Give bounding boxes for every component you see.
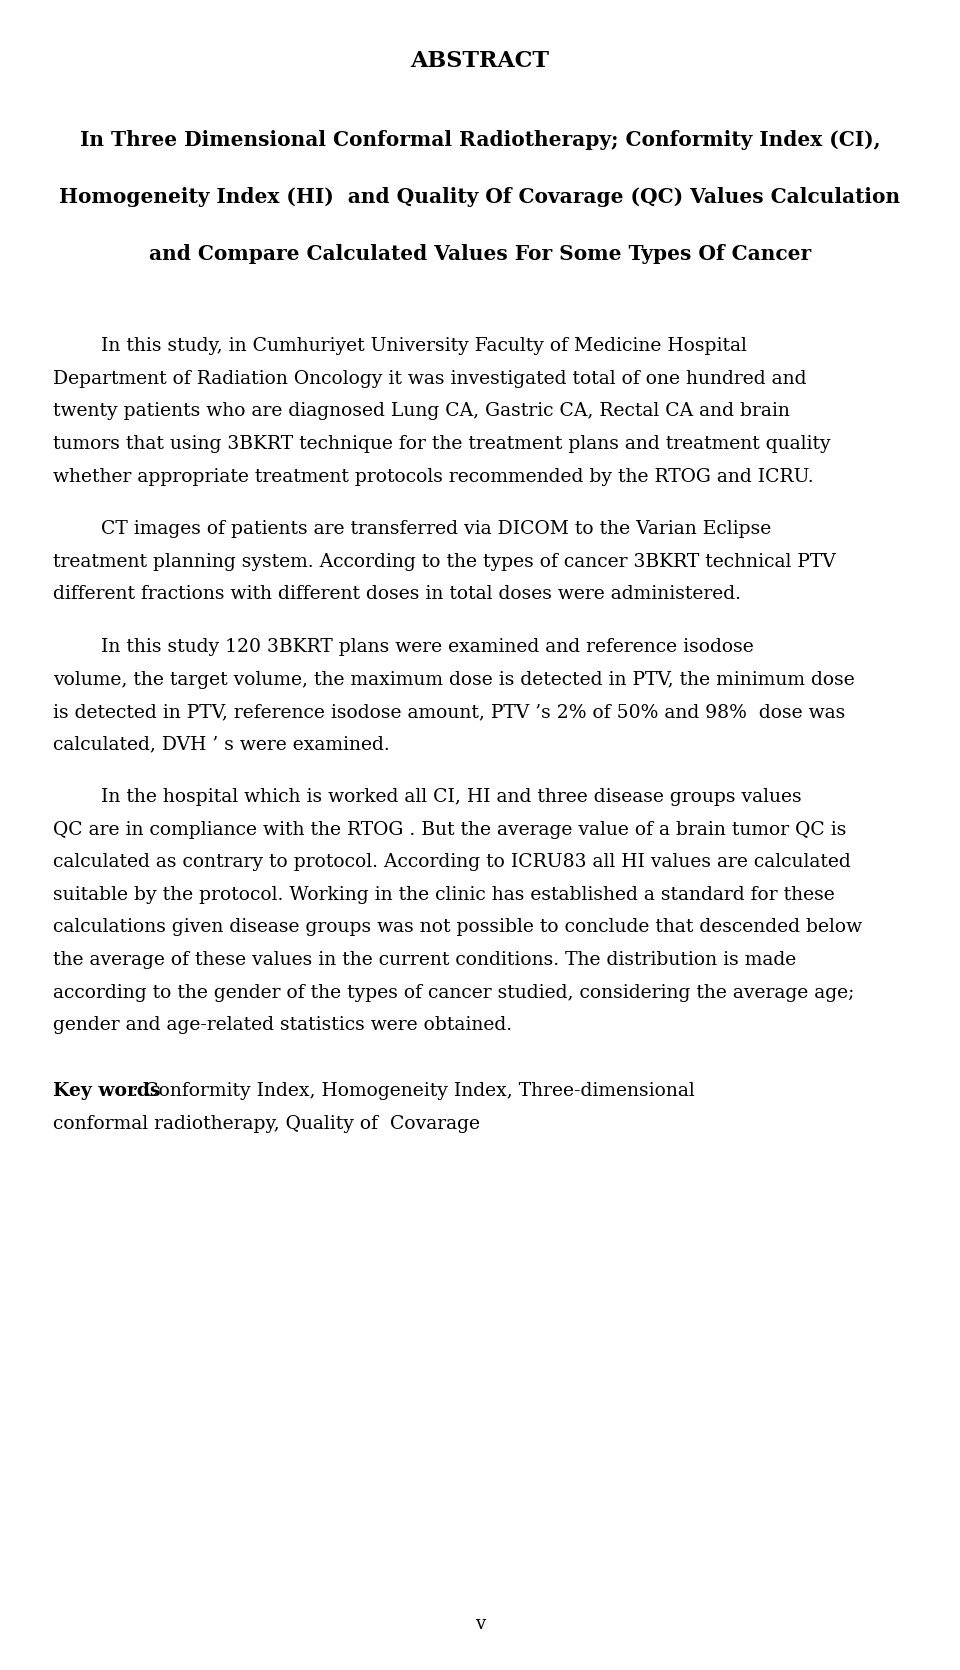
Text: In this study 120 3BKRT plans were examined and reference isodose: In this study 120 3BKRT plans were exami…	[53, 638, 754, 656]
Text: Key words: Key words	[53, 1082, 160, 1101]
Text: Department of Radiation Oncology it was investigated total of one hundred and: Department of Radiation Oncology it was …	[53, 371, 806, 387]
Text: twenty patients who are diagnosed Lung CA, Gastric CA, Rectal CA and brain: twenty patients who are diagnosed Lung C…	[53, 402, 790, 421]
Text: In Three Dimensional Conformal Radiotherapy; Conformity Index (CI),: In Three Dimensional Conformal Radiother…	[80, 130, 880, 150]
Text: different fractions with different doses in total doses were administered.: different fractions with different doses…	[53, 584, 741, 603]
Text: Homogeneity Index (HI)  and Quality Of Covarage (QC) Values Calculation: Homogeneity Index (HI) and Quality Of Co…	[60, 187, 900, 207]
Text: is detected in PTV, reference isodose amount, PTV ’s 2% of 50% and 98%  dose was: is detected in PTV, reference isodose am…	[53, 703, 845, 721]
Text: calculated as contrary to protocol. According to ICRU83 all HI values are calcul: calculated as contrary to protocol. Acco…	[53, 853, 851, 872]
Text: : Conformity Index, Homogeneity Index, Three-dimensional: : Conformity Index, Homogeneity Index, T…	[132, 1082, 694, 1101]
Text: and Compare Calculated Values For Some Types Of Cancer: and Compare Calculated Values For Some T…	[149, 244, 811, 264]
Text: calculations given disease groups was not possible to conclude that descended be: calculations given disease groups was no…	[53, 919, 862, 937]
Text: conformal radiotherapy, Quality of  Covarage: conformal radiotherapy, Quality of Covar…	[53, 1114, 480, 1132]
Text: ABSTRACT: ABSTRACT	[411, 50, 549, 72]
Text: according to the gender of the types of cancer studied, considering the average : according to the gender of the types of …	[53, 984, 854, 1002]
Text: the average of these values in the current conditions. The distribution is made: the average of these values in the curre…	[53, 950, 796, 969]
Text: tumors that using 3BKRT technique for the treatment plans and treatment quality: tumors that using 3BKRT technique for th…	[53, 436, 830, 453]
Text: CT images of patients are transferred via DICOM to the Varian Eclipse: CT images of patients are transferred vi…	[53, 521, 771, 538]
Text: suitable by the protocol. Working in the clinic has established a standard for t: suitable by the protocol. Working in the…	[53, 885, 834, 903]
Text: treatment planning system. According to the types of cancer 3BKRT technical PTV: treatment planning system. According to …	[53, 553, 835, 571]
Text: calculated, DVH ’ s were examined.: calculated, DVH ’ s were examined.	[53, 735, 390, 753]
Text: gender and age-related statistics were obtained.: gender and age-related statistics were o…	[53, 1015, 512, 1034]
Text: volume, the target volume, the maximum dose is detected in PTV, the minimum dose: volume, the target volume, the maximum d…	[53, 670, 854, 688]
Text: QC are in compliance with the RTOG . But the average value of a brain tumor QC i: QC are in compliance with the RTOG . But…	[53, 820, 846, 838]
Text: v: v	[475, 1615, 485, 1633]
Text: In this study, in Cumhuriyet University Faculty of Medicine Hospital: In this study, in Cumhuriyet University …	[53, 337, 747, 356]
Text: In the hospital which is worked all CI, HI and three disease groups values: In the hospital which is worked all CI, …	[53, 788, 802, 807]
Text: whether appropriate treatment protocols recommended by the RTOG and ICRU.: whether appropriate treatment protocols …	[53, 468, 813, 486]
